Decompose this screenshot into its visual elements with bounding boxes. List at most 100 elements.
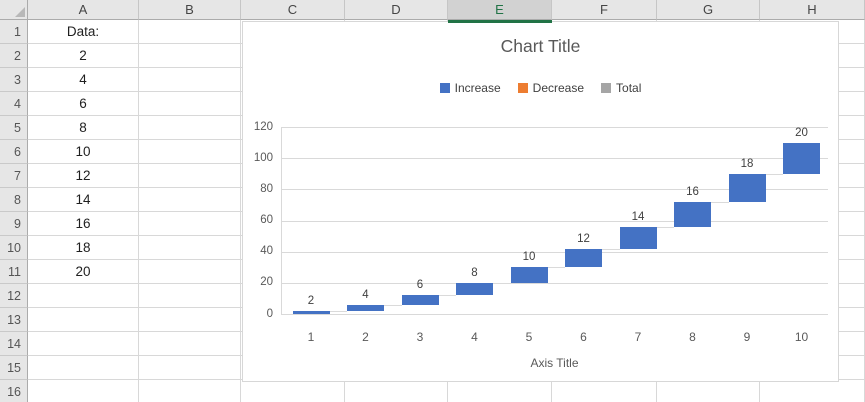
bar-label-1[interactable]: 2 [307, 294, 315, 307]
x-tick-4[interactable]: 4 [471, 330, 478, 344]
bar-label-2[interactable]: 4 [362, 288, 369, 301]
cell-A13[interactable] [28, 308, 139, 332]
column-header-C[interactable]: C [241, 0, 345, 20]
cell-B13[interactable] [139, 308, 241, 332]
waterfall-bar-8[interactable] [674, 201, 711, 227]
row-header-12[interactable]: 12 [0, 284, 28, 308]
cell-A9[interactable]: 16 [28, 212, 139, 236]
row-header-5[interactable]: 5 [0, 116, 28, 140]
cell-B14[interactable] [139, 332, 241, 356]
row-header-13[interactable]: 13 [0, 308, 28, 332]
cell-A12[interactable] [28, 284, 139, 308]
row-header-14[interactable]: 14 [0, 332, 28, 356]
row-header-7[interactable]: 7 [0, 164, 28, 188]
cell-A16[interactable] [28, 380, 139, 402]
cell-A5[interactable]: 8 [28, 116, 139, 140]
chart[interactable]: Chart Title Increase Decrease Total Axis T… [242, 21, 839, 382]
waterfall-bar-3[interactable] [401, 295, 439, 305]
cell-B8[interactable] [139, 188, 241, 212]
column-header-F[interactable]: F [552, 0, 657, 20]
cell-A10[interactable]: 18 [28, 236, 139, 260]
x-tick-7[interactable]: 7 [634, 330, 642, 344]
row-header-16[interactable]: 16 [0, 380, 28, 402]
bar-label-9[interactable]: 18 [740, 157, 754, 170]
cell-A15[interactable] [28, 356, 139, 380]
cell-A8[interactable]: 14 [28, 188, 139, 212]
cell-A11[interactable]: 20 [28, 260, 139, 284]
cell-B15[interactable] [139, 356, 241, 380]
row-header-11[interactable]: 11 [0, 260, 28, 284]
cell-C16[interactable] [241, 380, 345, 402]
cell-A1[interactable]: Data: [28, 20, 139, 44]
y-tick-40[interactable]: 40 [260, 245, 273, 258]
waterfall-bar-6[interactable] [565, 248, 602, 268]
column-header-G[interactable]: G [657, 0, 760, 20]
bar-label-10[interactable]: 20 [795, 126, 808, 139]
waterfall-bar-10[interactable] [783, 142, 820, 174]
waterfall-bar-1[interactable] [292, 310, 330, 314]
cell-B10[interactable] [139, 236, 241, 260]
cell-D16[interactable] [345, 380, 448, 402]
y-tick-60[interactable]: 60 [260, 214, 273, 226]
y-tick-20[interactable]: 20 [260, 276, 273, 289]
cell-B6[interactable] [139, 140, 241, 164]
row-header-15[interactable]: 15 [0, 356, 28, 380]
cell-B2[interactable] [139, 44, 241, 68]
column-header-A[interactable]: A [28, 0, 139, 20]
row-header-10[interactable]: 10 [0, 236, 28, 260]
x-tick-9[interactable]: 9 [743, 330, 751, 344]
cell-A4[interactable]: 6 [28, 92, 139, 116]
cell-B9[interactable] [139, 212, 241, 236]
chart-title[interactable]: Chart Title [500, 36, 581, 56]
column-header-B[interactable]: B [139, 0, 241, 20]
cell-A3[interactable]: 4 [28, 68, 139, 92]
x-tick-8[interactable]: 8 [689, 330, 696, 344]
waterfall-bar-5[interactable] [510, 267, 548, 283]
select-all-corner[interactable] [0, 0, 28, 20]
waterfall-bar-9[interactable] [728, 173, 766, 202]
x-tick-2[interactable]: 2 [362, 330, 369, 344]
bar-label-5[interactable]: 10 [522, 251, 536, 264]
x-tick-5[interactable]: 5 [525, 330, 533, 344]
row-header-2[interactable]: 2 [0, 44, 28, 68]
row-header-9[interactable]: 9 [0, 212, 28, 236]
bar-label-7[interactable]: 14 [631, 210, 645, 223]
x-tick-6[interactable]: 6 [580, 330, 587, 344]
cell-B7[interactable] [139, 164, 241, 188]
column-header-D[interactable]: D [345, 0, 448, 20]
cell-A2[interactable]: 2 [28, 44, 139, 68]
cell-E16[interactable] [448, 380, 552, 402]
y-tick-80[interactable]: 80 [260, 182, 273, 195]
cell-B3[interactable] [139, 68, 241, 92]
row-header-8[interactable]: 8 [0, 188, 28, 212]
cell-F16[interactable] [552, 380, 657, 402]
row-header-4[interactable]: 4 [0, 92, 28, 116]
bar-label-4[interactable]: 8 [471, 266, 478, 279]
cell-B12[interactable] [139, 284, 241, 308]
cell-B4[interactable] [139, 92, 241, 116]
cell-A7[interactable]: 12 [28, 164, 139, 188]
bar-label-3[interactable]: 6 [416, 279, 424, 292]
cell-B16[interactable] [139, 380, 241, 402]
legend-item-total[interactable]: Total [601, 81, 641, 95]
cell-H16[interactable] [760, 380, 865, 402]
waterfall-bar-2[interactable] [347, 304, 384, 311]
y-tick-100[interactable]: 100 [253, 151, 273, 164]
row-header-3[interactable]: 3 [0, 68, 28, 92]
cell-B11[interactable] [139, 260, 241, 284]
cell-B5[interactable] [139, 116, 241, 140]
cell-A14[interactable] [28, 332, 139, 356]
cell-G16[interactable] [657, 380, 760, 402]
x-tick-10[interactable]: 10 [794, 330, 809, 344]
waterfall-bar-4[interactable] [456, 282, 493, 296]
y-tick-0[interactable]: 0 [266, 307, 273, 320]
bar-label-8[interactable]: 16 [686, 185, 699, 198]
y-tick-120[interactable]: 120 [253, 120, 273, 133]
x-tick-3[interactable]: 3 [416, 330, 424, 344]
x-axis-title[interactable]: Axis Title [530, 356, 579, 370]
cell-B1[interactable] [139, 20, 241, 44]
x-tick-1[interactable]: 1 [307, 330, 315, 344]
row-header-6[interactable]: 6 [0, 140, 28, 164]
column-header-E[interactable]: E [448, 0, 552, 20]
legend-item-decrease[interactable]: Decrease [517, 81, 584, 95]
